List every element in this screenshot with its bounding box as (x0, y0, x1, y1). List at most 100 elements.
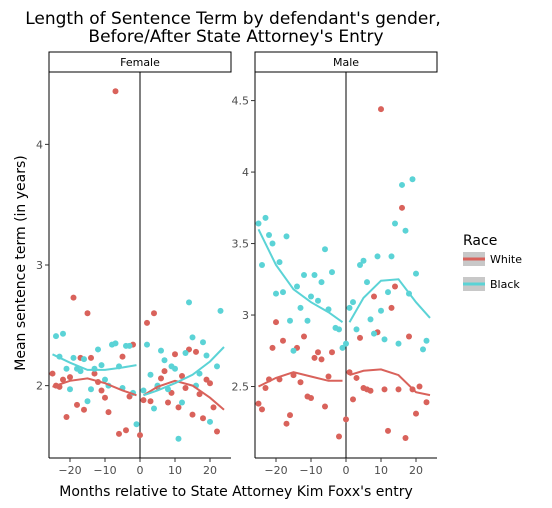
data-point-white (406, 333, 412, 340)
facet-female: Female −20 −10 0 10 20 2 3 4 (36, 51, 232, 477)
data-point-white (116, 430, 122, 437)
data-point-white (81, 406, 87, 413)
data-point-white (137, 432, 143, 439)
data-point-black (182, 350, 189, 357)
data-point-black (315, 297, 321, 304)
data-point-black (196, 370, 203, 377)
data-point-black (200, 339, 206, 346)
data-point-black (217, 307, 224, 314)
data-point-black (301, 272, 307, 279)
data-point-black (402, 227, 409, 234)
data-point-white (385, 427, 391, 434)
data-point-black (343, 340, 349, 347)
data-point-black (420, 346, 426, 353)
data-point-black (346, 304, 353, 311)
y-tick-label: 4 (36, 138, 43, 151)
data-point-white (259, 406, 265, 413)
x-tick-label: −10 (93, 464, 116, 477)
x-tick-label: −20 (58, 464, 81, 477)
data-point-white (413, 410, 419, 417)
data-point-black (423, 337, 430, 344)
data-point-white (287, 412, 293, 419)
data-point-black (112, 340, 119, 347)
data-point-white (151, 310, 157, 317)
data-point-white (388, 304, 395, 311)
data-point-black (126, 342, 133, 349)
data-point-black (133, 421, 140, 428)
data-point-white (353, 374, 360, 381)
data-point-white (84, 310, 91, 317)
data-point-white (123, 427, 129, 434)
data-point-white (416, 383, 423, 390)
trend-line-white-after (142, 379, 225, 411)
data-point-white (147, 398, 154, 405)
data-point-black (147, 371, 154, 378)
x-tick-label: 0 (137, 464, 144, 477)
data-point-black (186, 299, 192, 306)
data-point-black (102, 376, 108, 383)
x-tick-label: 20 (203, 464, 217, 477)
data-point-black (98, 362, 105, 369)
x-tick-label: 10 (168, 464, 182, 477)
data-point-white (179, 372, 185, 379)
data-point-white (119, 353, 126, 360)
facet-strip-label: Female (120, 56, 160, 69)
data-point-black (360, 257, 367, 264)
y-tick-label: 3 (242, 309, 249, 322)
data-point-black (311, 272, 318, 279)
legend: Race White Black (463, 233, 522, 291)
data-point-black (84, 398, 91, 405)
data-point-white (214, 428, 220, 435)
y-tick-label: 4.5 (232, 95, 250, 108)
data-point-black (357, 262, 363, 268)
data-point-white (60, 376, 66, 383)
y-tick-label: 3 (36, 259, 43, 272)
data-point-white (210, 404, 217, 411)
data-point-white (262, 384, 269, 391)
data-point-black (95, 346, 101, 353)
data-point-white (88, 354, 94, 361)
data-point-black (290, 347, 297, 354)
trend-line-white-before (258, 371, 343, 388)
trend-line-black-after (348, 278, 431, 323)
data-point-black (255, 220, 262, 227)
data-point-white (74, 401, 80, 408)
data-point-black (318, 279, 325, 286)
data-point-black (350, 299, 356, 306)
data-point-white (315, 349, 321, 356)
data-point-black (140, 387, 147, 394)
data-point-white (402, 434, 409, 441)
data-point-white (381, 386, 388, 393)
data-point-black (329, 269, 335, 276)
data-point-white (182, 385, 189, 392)
data-point-black (378, 307, 384, 314)
data-point-black (294, 283, 300, 290)
data-point-black (374, 253, 381, 260)
data-point-black (158, 347, 164, 354)
y-axis-label: Mean sentence term (in years) (13, 155, 29, 370)
data-point-black (53, 333, 59, 340)
data-point-white (283, 420, 290, 427)
data-point-white (343, 416, 349, 423)
data-point-black (322, 246, 328, 253)
data-point-black (214, 363, 220, 370)
data-point-white (193, 348, 199, 355)
data-point-black (364, 279, 370, 286)
data-point-black (308, 293, 314, 300)
data-point-white (112, 88, 119, 95)
data-point-black (70, 354, 77, 361)
data-point-black (388, 253, 395, 260)
data-point-white (318, 356, 325, 363)
data-point-white (329, 349, 335, 356)
data-point-black (259, 262, 265, 268)
y-tick-label: 3.5 (232, 238, 250, 251)
data-point-white (357, 334, 363, 341)
x-tick-label: −10 (299, 464, 322, 477)
data-point-white (70, 294, 77, 301)
x-tick-label: 20 (409, 464, 423, 477)
legend-title: Race (463, 233, 497, 249)
data-point-black (81, 356, 87, 363)
x-tick-label: −20 (264, 464, 287, 477)
data-point-black (336, 326, 342, 333)
data-point-black (287, 317, 293, 324)
